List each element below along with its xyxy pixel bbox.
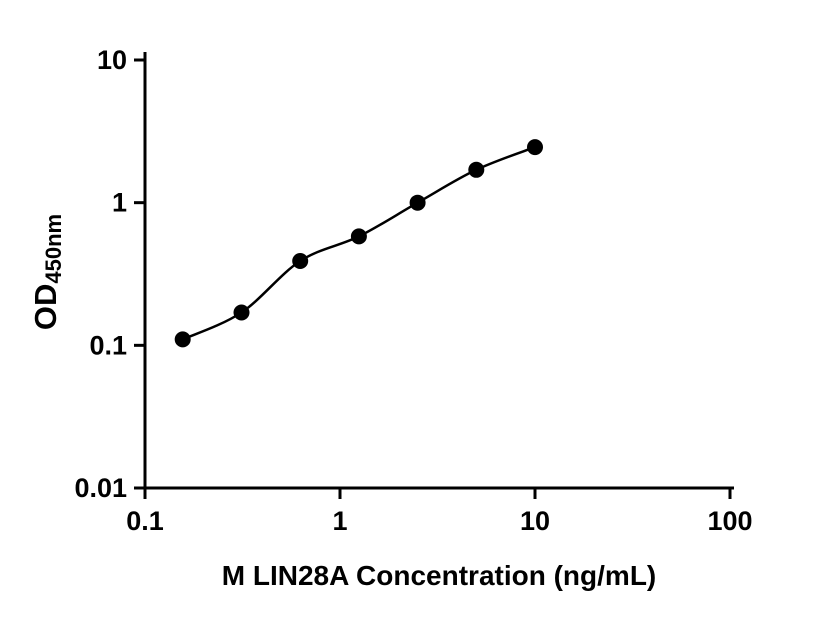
data-point xyxy=(409,194,426,211)
y-tick-label: 0.1 xyxy=(89,330,127,360)
x-tick-label: 0.1 xyxy=(126,506,164,536)
y-axis-title: OD450nm xyxy=(28,213,66,331)
x-tick-label: 10 xyxy=(520,506,550,536)
data-point xyxy=(233,304,250,321)
data-point xyxy=(350,228,367,245)
y-tick-label: 10 xyxy=(97,45,127,75)
data-point xyxy=(527,139,543,156)
x-tick-label: 100 xyxy=(707,506,752,536)
y-axis-title-subscript: 450nm xyxy=(41,213,66,284)
data-point xyxy=(292,253,309,269)
y-axis-title-main: OD xyxy=(28,283,63,331)
y-tick-label: 0.01 xyxy=(74,473,127,503)
data-point xyxy=(468,161,485,178)
y-tick-label: 1 xyxy=(112,188,127,218)
data-point xyxy=(174,331,191,348)
x-axis-title: M LIN28A Concentration (ng/mL) xyxy=(221,560,657,591)
x-tick-label: 1 xyxy=(332,506,347,536)
